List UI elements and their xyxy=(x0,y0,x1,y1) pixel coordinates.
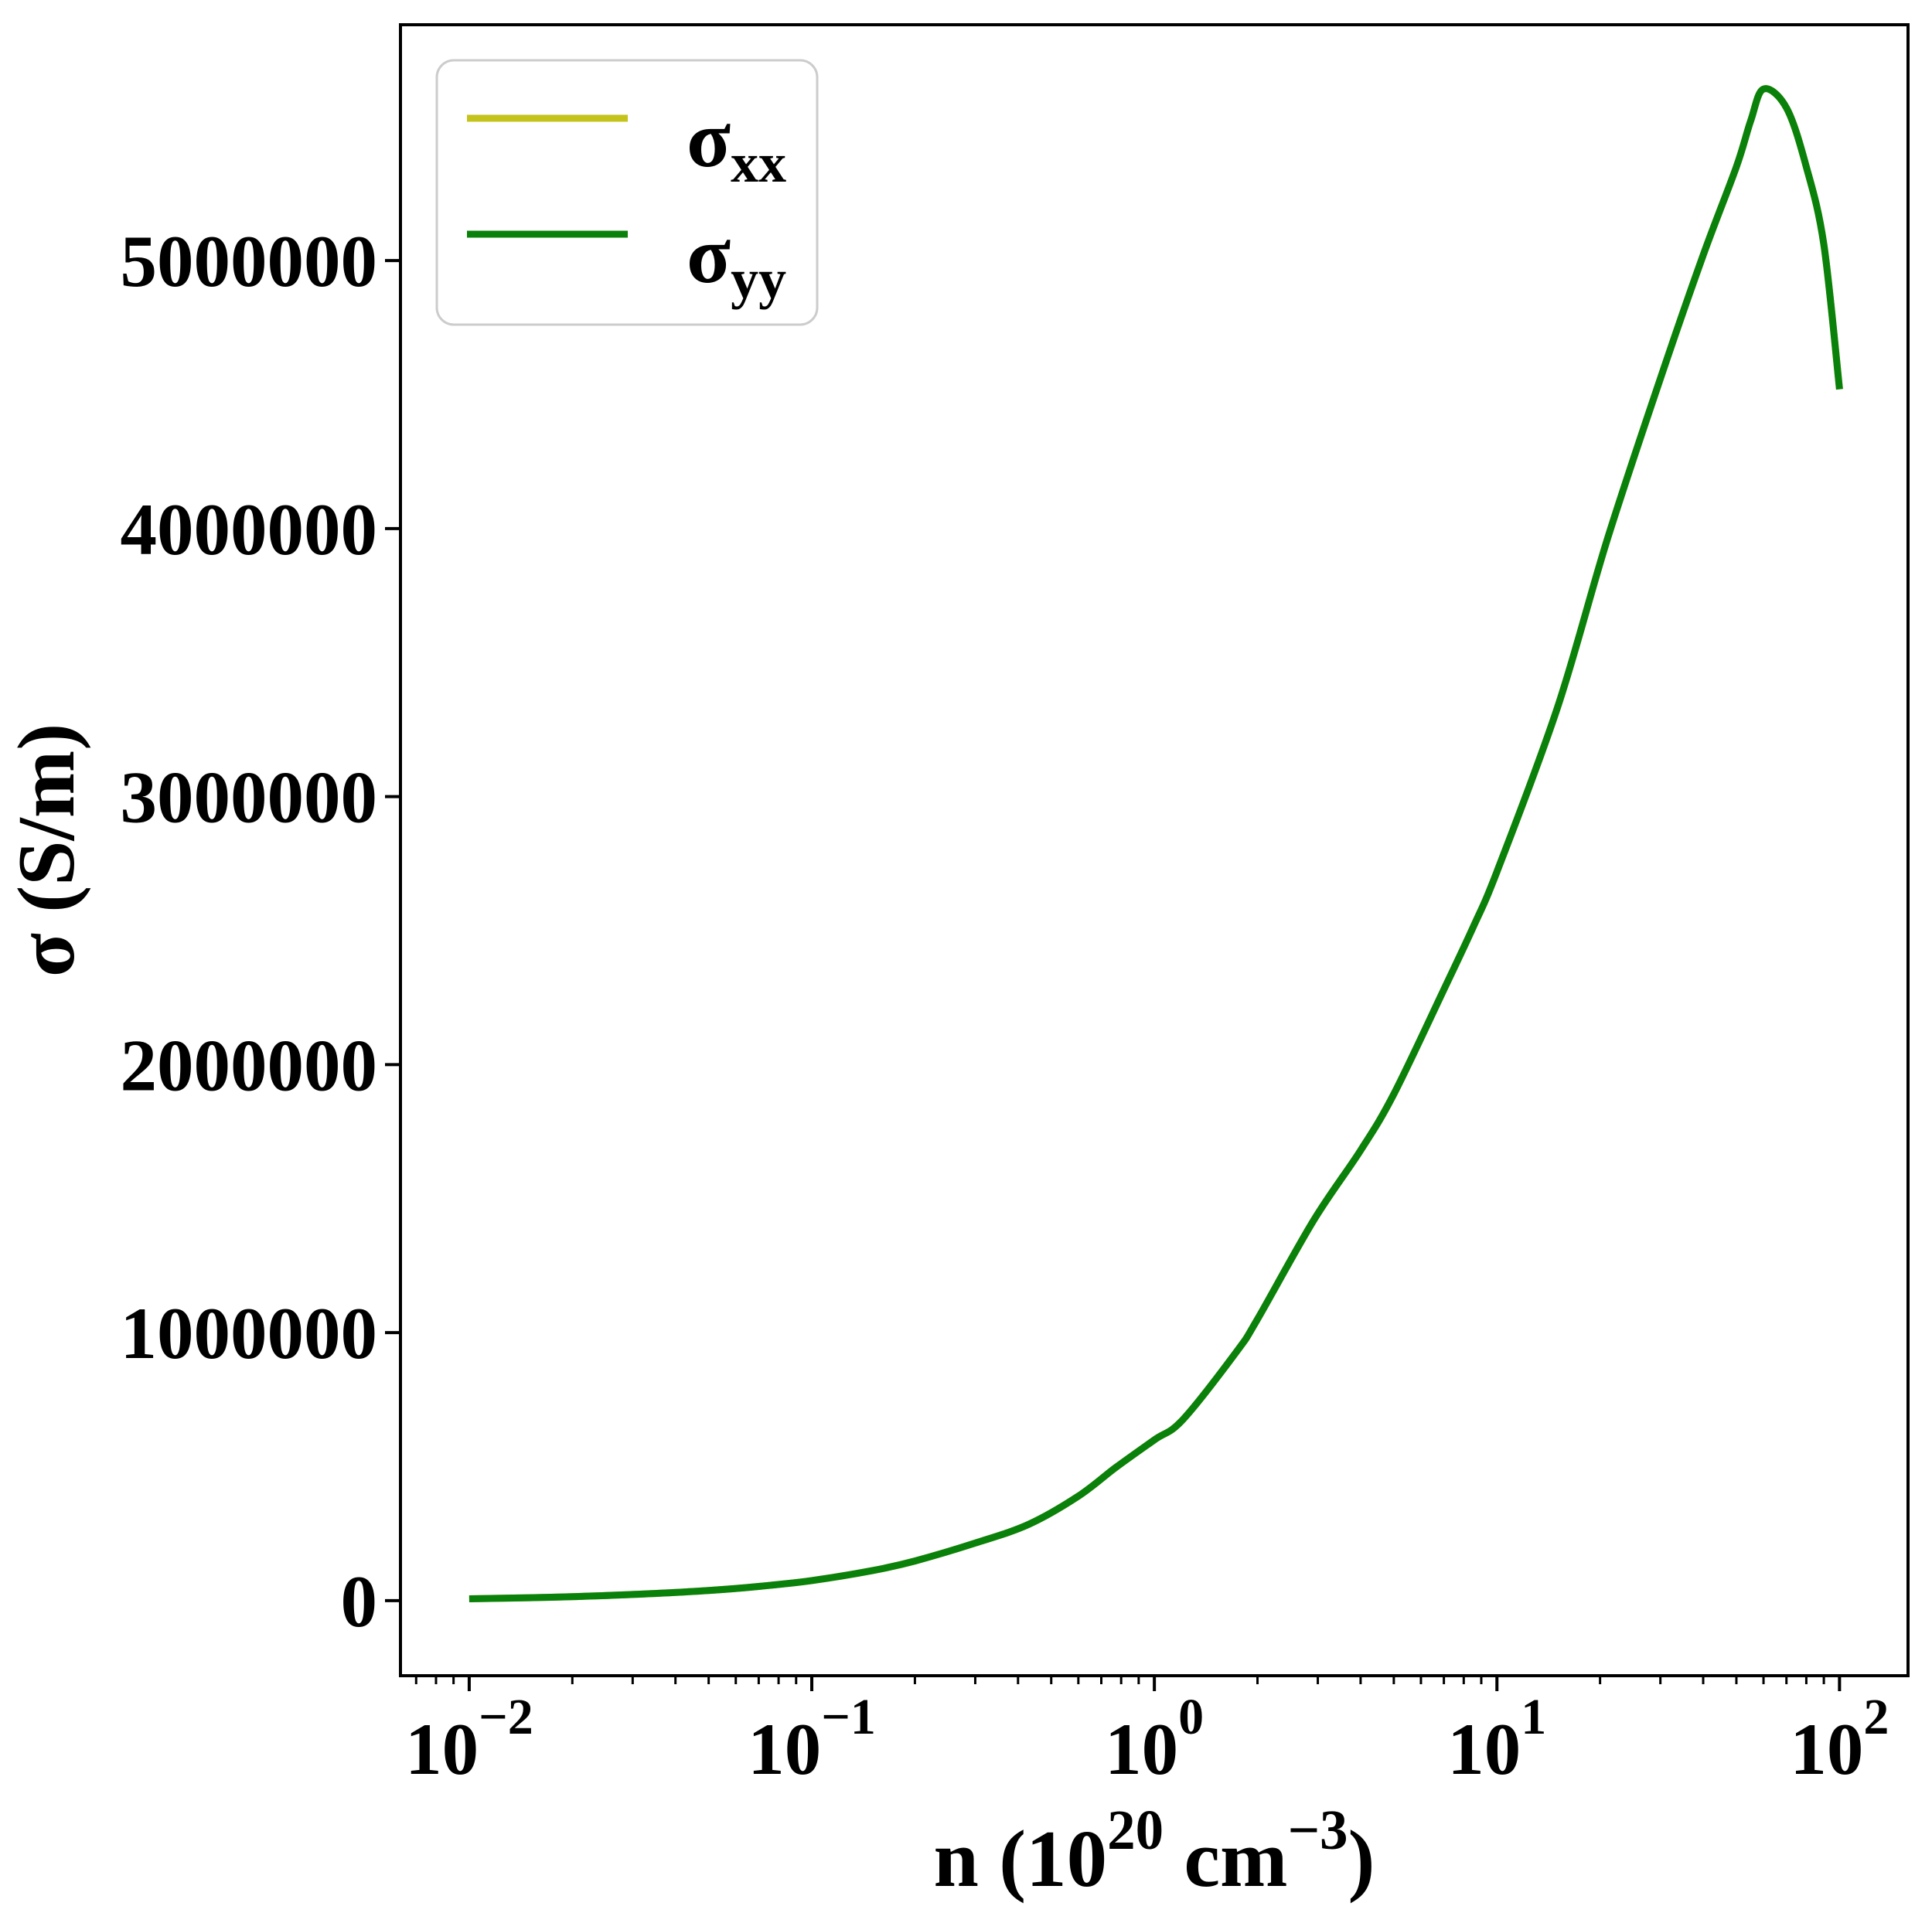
y-tick-label: 5000000 xyxy=(121,220,378,302)
x-tick-label: 10−2 xyxy=(405,1689,533,1790)
y-tick-label: 2000000 xyxy=(121,1024,378,1106)
legend-label-yy: σyy xyxy=(687,209,786,310)
legend-label-xx: σxx xyxy=(687,94,786,194)
y-tick-label: 3000000 xyxy=(121,757,378,839)
y-tick-label: 1000000 xyxy=(121,1292,378,1374)
legend: σxx σyy xyxy=(435,59,819,326)
x-tick-label: 101 xyxy=(1447,1689,1546,1790)
axis-ticks xyxy=(385,259,1842,1691)
y-tick-label: 0 xyxy=(341,1561,378,1642)
x-axis-label: n (1020 cm−3) xyxy=(933,1799,1375,1904)
y-axis-label: σ (S/m) xyxy=(1,723,91,977)
legend-box xyxy=(435,59,819,326)
x-tick-label: 102 xyxy=(1790,1689,1889,1790)
x-tick-label: 10−1 xyxy=(748,1689,876,1790)
series-line-sigma_yy xyxy=(469,85,1843,1602)
x-tick-label: 100 xyxy=(1105,1689,1204,1790)
plot-frame xyxy=(399,23,1910,1677)
y-tick-label: 4000000 xyxy=(121,488,378,570)
